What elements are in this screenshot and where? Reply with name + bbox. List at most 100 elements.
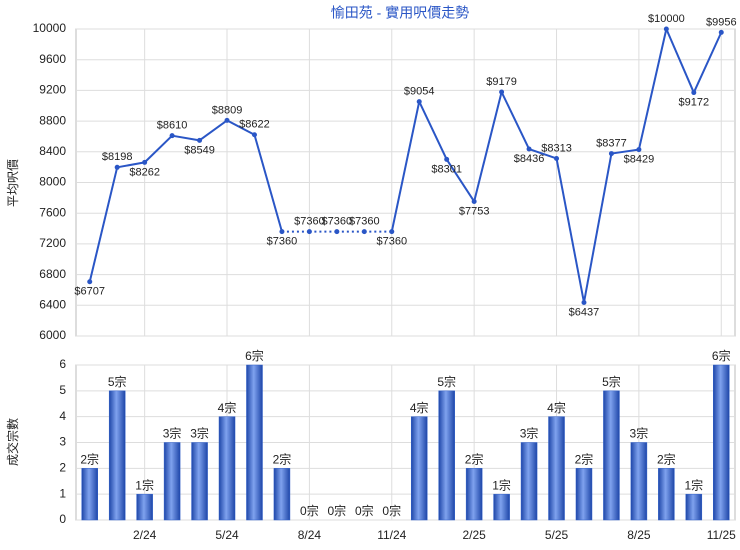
value-label: 5宗 — [108, 374, 127, 389]
y-tick-label: 9200 — [39, 83, 66, 97]
y-tick-label: 6400 — [39, 297, 66, 311]
x-tick-label: 8/24 — [298, 528, 322, 542]
bar — [81, 468, 98, 521]
bar — [548, 416, 565, 521]
y-axis-label: 成交宗數 — [5, 418, 20, 466]
line-segment — [88, 167, 119, 282]
bar — [685, 493, 703, 521]
value-label: 1宗 — [135, 477, 154, 492]
value-label: 6宗 — [245, 348, 264, 363]
x-tick-label: 11/25 — [707, 528, 736, 542]
value-label: 1宗 — [492, 477, 511, 492]
y-tick-label: 8800 — [39, 113, 66, 127]
y-tick-label: 6000 — [39, 328, 66, 342]
value-label: $8198 — [102, 151, 133, 163]
point — [691, 90, 697, 96]
value-label: 0宗 — [300, 503, 319, 518]
x-tick-label: 2/25 — [462, 528, 486, 542]
value-label: 0宗 — [355, 503, 374, 518]
value-label: 4宗 — [410, 400, 429, 415]
line-segment — [171, 134, 200, 142]
value-label: $6437 — [569, 306, 600, 318]
point — [499, 89, 505, 95]
value-label: $8262 — [129, 166, 160, 178]
value-label: 6宗 — [712, 348, 731, 363]
point — [581, 299, 587, 305]
y-tick-label: 10000 — [33, 21, 67, 35]
value-label: $8549 — [184, 144, 215, 156]
bar — [191, 442, 208, 521]
line-segment — [611, 148, 640, 155]
x-tick-label: 5/25 — [545, 528, 569, 542]
value-label: $8610 — [157, 120, 188, 132]
point — [224, 117, 230, 123]
value-label: $8377 — [596, 137, 627, 149]
value-label: 0宗 — [328, 503, 347, 518]
y-tick-label: 0 — [59, 512, 66, 526]
chart-title: 愉田苑 - 實用呎價走勢 — [331, 5, 469, 21]
value-label: 2宗 — [273, 452, 292, 467]
value-label: $7360 — [294, 216, 325, 228]
value-label: $7753 — [459, 205, 490, 217]
bar — [136, 493, 153, 521]
line-segment — [637, 28, 668, 150]
y-tick-label: 8400 — [39, 144, 66, 158]
y-tick-label: 7200 — [39, 236, 66, 250]
bar — [163, 442, 181, 521]
point — [471, 198, 477, 204]
line-segment — [665, 28, 695, 93]
value-label: $7360 — [322, 216, 353, 228]
value-label: 4宗 — [547, 400, 566, 415]
point — [444, 156, 450, 162]
value-label: $6707 — [74, 286, 105, 298]
line-segment — [198, 119, 228, 142]
value-label: $9179 — [486, 76, 517, 88]
value-label: 1宗 — [684, 477, 703, 492]
point — [608, 151, 614, 157]
x-tick-label: 11/24 — [377, 528, 406, 542]
point — [361, 229, 367, 235]
bar — [575, 468, 593, 521]
bar — [493, 493, 510, 521]
y-tick-label: 4 — [59, 409, 66, 423]
value-label: 5宗 — [602, 374, 621, 389]
bar — [658, 468, 675, 521]
point — [334, 229, 340, 235]
value-label: 3宗 — [520, 426, 539, 441]
y-tick-label: 1 — [59, 486, 66, 500]
bar — [520, 442, 538, 521]
line-segment — [445, 158, 475, 203]
y-tick-label: 6 — [59, 357, 66, 371]
line-segment — [390, 101, 421, 232]
y-tick-label: 5 — [59, 383, 66, 397]
value-label: $8429 — [624, 153, 655, 165]
line-segment — [555, 158, 585, 303]
value-label: $8622 — [239, 119, 270, 131]
bar — [108, 390, 126, 521]
value-label: 2宗 — [80, 452, 99, 467]
x-tick-label: 8/25 — [627, 528, 651, 542]
line-segment — [692, 31, 723, 93]
value-label: 3宗 — [630, 426, 649, 441]
line-segment — [500, 91, 530, 150]
value-label: $7360 — [376, 236, 407, 248]
bar — [410, 416, 428, 521]
point — [251, 132, 257, 138]
point — [416, 99, 422, 105]
line-segment — [143, 134, 173, 164]
value-label: 2宗 — [575, 452, 594, 467]
y-tick-label: 9600 — [39, 52, 66, 66]
point — [197, 137, 203, 143]
x-tick-label: 2/24 — [133, 528, 157, 542]
value-label: $10000 — [648, 13, 685, 25]
point — [114, 164, 120, 170]
value-label: 4宗 — [218, 400, 237, 415]
line-segment — [253, 134, 283, 232]
value-label: 3宗 — [190, 426, 209, 441]
value-label: $8809 — [212, 104, 243, 116]
value-label: $9054 — [404, 86, 435, 98]
point — [554, 155, 560, 161]
bar — [465, 468, 483, 521]
value-label: $9172 — [679, 96, 710, 108]
